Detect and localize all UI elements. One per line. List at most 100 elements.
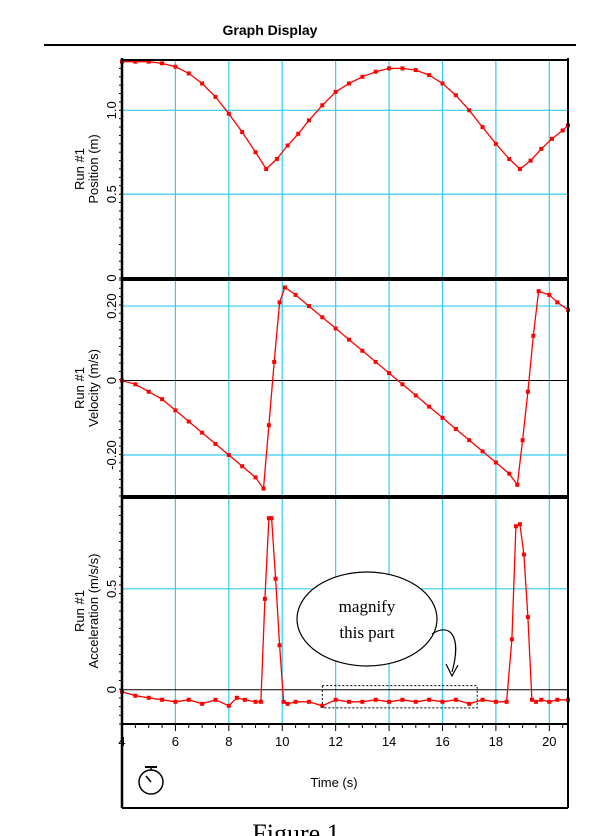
data-point [240, 464, 245, 469]
data-point [515, 482, 520, 487]
panel-frame [121, 59, 569, 279]
data-point [213, 441, 218, 446]
data-point [507, 471, 512, 476]
y-axis-label: Position (m) [86, 134, 101, 203]
x-tick-label: 20 [542, 734, 556, 749]
data-point [440, 699, 445, 704]
data-point [555, 300, 560, 305]
data-point [186, 71, 191, 76]
data-point [173, 64, 178, 69]
y-tick-label: 0 [104, 377, 119, 384]
data-point [146, 695, 151, 700]
x-tick-label: 18 [489, 734, 503, 749]
data-point [274, 156, 279, 161]
data-point [453, 93, 458, 98]
data-point [293, 292, 298, 297]
data-point [539, 697, 544, 702]
data-point [427, 697, 432, 702]
data-point [387, 699, 392, 704]
data-point [373, 69, 378, 74]
data-point [531, 333, 536, 338]
data-point [467, 108, 472, 113]
data-point [493, 460, 498, 465]
panel-frame [121, 279, 569, 497]
data-point [547, 292, 552, 297]
x-axis-label: Time (s) [310, 775, 357, 790]
data-point [347, 699, 352, 704]
data-point [509, 637, 514, 642]
data-point [282, 285, 287, 290]
data-point [333, 697, 338, 702]
data-point [253, 699, 258, 704]
callout-arrowhead [445, 663, 459, 678]
data-point [413, 699, 418, 704]
x-tick-label: 16 [435, 734, 449, 749]
data-point [266, 423, 271, 428]
stopwatch-hand [145, 775, 152, 783]
data-point [285, 701, 290, 706]
y-axis-label-run: Run #1 [72, 590, 87, 632]
y-axis-label-run: Run #1 [72, 148, 87, 190]
data-point [347, 81, 352, 86]
data-point [226, 111, 231, 116]
data-point [513, 524, 518, 529]
data-point [555, 697, 560, 702]
data-point [539, 146, 544, 151]
magnify-region-box [321, 685, 478, 709]
y-tick-label: 0 [104, 686, 119, 693]
data-point [213, 697, 218, 702]
data-point [160, 697, 165, 702]
callout-arrow [431, 629, 457, 673]
data-point [427, 404, 432, 409]
y-tick-label: 0 [104, 274, 119, 281]
y-tick-label: 1.0 [104, 101, 119, 119]
x-tick-label: 10 [275, 734, 289, 749]
y-axis-label: Acceleration (m/s/s) [86, 554, 101, 669]
chart-panel-2: -0.20 0 0.20 Run #1 Velocity (m/s) [72, 279, 570, 497]
data-point [160, 397, 165, 402]
data-point [373, 697, 378, 702]
data-point [480, 449, 485, 454]
data-point [533, 699, 538, 704]
y-axis-label-run: Run #1 [72, 367, 87, 409]
data-point [387, 66, 392, 71]
data-point [186, 697, 191, 702]
data-point [333, 89, 338, 94]
data-point [261, 486, 266, 491]
data-point [253, 150, 258, 155]
data-point [296, 131, 301, 136]
data-point [173, 699, 178, 704]
data-point [160, 61, 165, 66]
data-point [285, 143, 290, 148]
data-point [234, 695, 239, 700]
data-point [480, 697, 485, 702]
data-point [528, 158, 533, 163]
data-point [440, 415, 445, 420]
data-point [213, 94, 218, 99]
callout-text-line1: magnify [339, 597, 396, 616]
data-point [320, 703, 325, 708]
data-point [133, 382, 138, 387]
y-tick-label: 0.5 [104, 185, 119, 203]
data-point [242, 697, 247, 702]
data-point [493, 699, 498, 704]
data-point [504, 699, 509, 704]
data-point [453, 426, 458, 431]
y-tick-label: -0.20 [104, 440, 119, 470]
y-tick-label: 0.5 [104, 580, 119, 598]
data-point [240, 130, 245, 135]
data-point [333, 326, 338, 331]
data-point [427, 73, 432, 78]
callout-bubble [296, 571, 438, 667]
data-point [186, 419, 191, 424]
data-point [547, 699, 552, 704]
data-point [400, 697, 405, 702]
data-line [121, 286, 569, 491]
data-point [521, 552, 526, 557]
data-point [413, 393, 418, 398]
data-point [525, 389, 530, 394]
window-title: Graph Display [222, 22, 318, 38]
data-point [226, 703, 231, 708]
data-point [360, 348, 365, 353]
